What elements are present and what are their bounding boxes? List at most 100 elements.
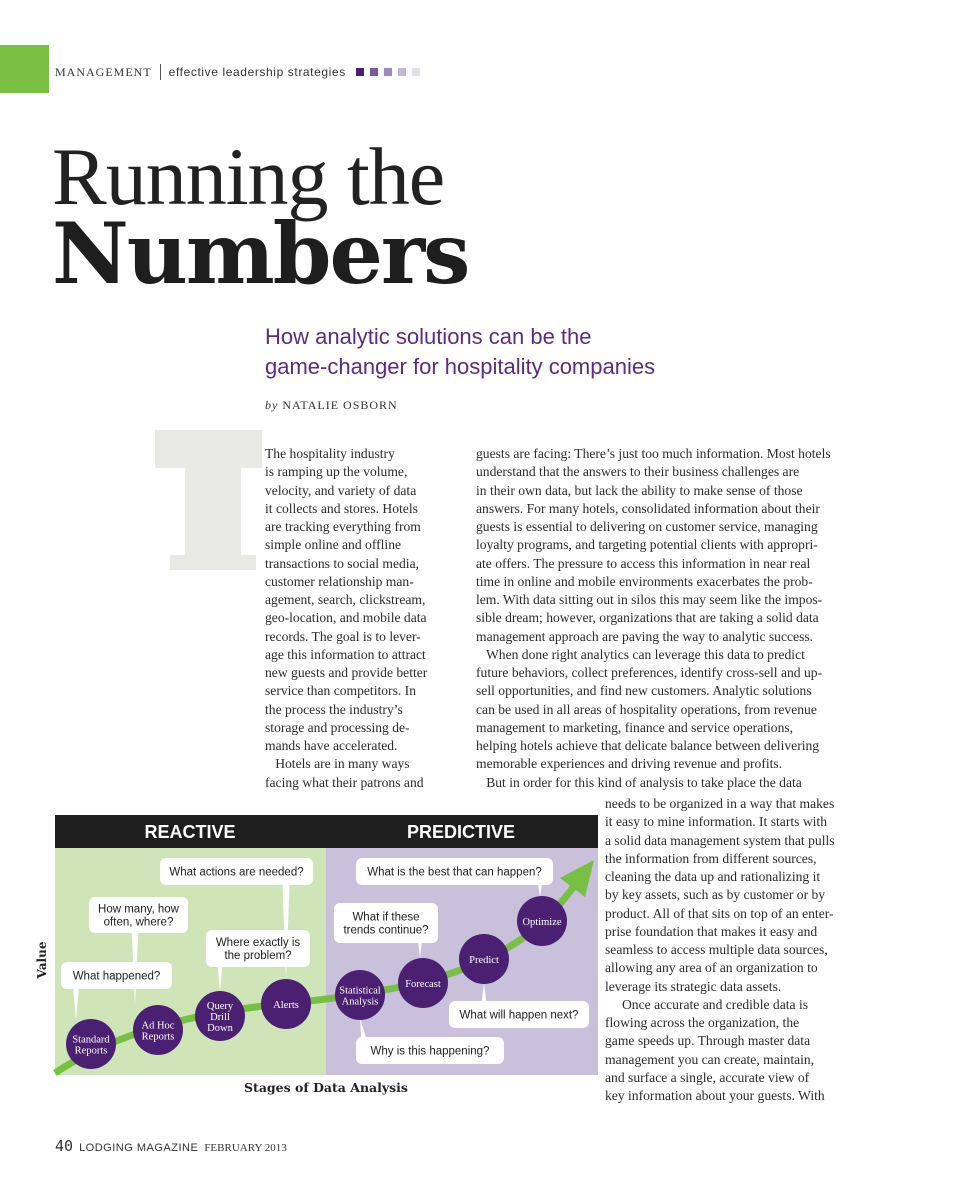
- body-text-line: loyalty programs, and targeting potentia…: [476, 537, 818, 553]
- body-text-line: leverage its strategic data assets.: [605, 978, 782, 994]
- bubble-box: [356, 858, 553, 885]
- question-text: often, where?: [104, 917, 174, 929]
- body-text-line: in their own data, but lack the ability …: [476, 482, 803, 498]
- body-text-line: game speeds up. Through master data: [605, 1033, 811, 1049]
- stage-label: Ad Hoc: [142, 1021, 175, 1032]
- stage-circle: [195, 991, 245, 1041]
- stage-circle: [398, 958, 448, 1008]
- question-text: What happened?: [73, 971, 161, 983]
- section-header: MANAGEMENT effective leadership strategie…: [55, 64, 420, 80]
- page-number: 40: [55, 1137, 74, 1155]
- stage-label: Statistical: [339, 986, 380, 997]
- stage-circle: [133, 1005, 183, 1055]
- bubble-box: [89, 897, 188, 933]
- body-text-line: it easy to mine information. It starts w…: [605, 814, 827, 830]
- body-text-line: guests are facing: There’s just too much…: [476, 446, 831, 461]
- question-bubble: What is the best that can happen?: [356, 858, 553, 885]
- body-text-line: transactions to social media,: [265, 555, 420, 571]
- stage-label: Analysis: [342, 997, 379, 1008]
- decorative-square: [355, 68, 364, 76]
- body-text-line: storage and processing de-: [265, 719, 410, 735]
- question-text: What actions are needed?: [169, 867, 303, 879]
- body-text-line: a solid data management system that pull…: [605, 832, 835, 848]
- divider: [159, 64, 161, 80]
- analysis-stage-node: Forecast: [398, 958, 448, 1008]
- body-text-line: sell opportunities, and find new custome…: [476, 683, 812, 699]
- body-text-line: velocity, and variety of data: [265, 482, 417, 498]
- question-text: Why is this happening?: [371, 1046, 490, 1058]
- body-text-line: flowing across the organization, the: [605, 1015, 800, 1030]
- stage-label: Optimize: [522, 917, 561, 928]
- speech-bubble-tail: [131, 915, 139, 1005]
- byline-prefix: by: [265, 398, 279, 412]
- stage-label: Drill: [210, 1012, 230, 1023]
- body-text-line: by key assets, such as by customer or by: [605, 887, 826, 903]
- decorative-square: [383, 68, 392, 76]
- drop-cap-stem: [185, 430, 241, 570]
- body-text-line: future behaviors, collect preferences, i…: [476, 665, 823, 680]
- stage-label: Standard: [72, 1035, 110, 1046]
- body-text-line: But in order for this kind of analysis t…: [476, 774, 802, 790]
- body-text-line: When done right analytics can leverage t…: [476, 646, 805, 662]
- body-text-line: helping hotels achieve that delicate bal…: [476, 738, 820, 753]
- stage-circle: [66, 1019, 116, 1069]
- title-line-2: Numbers: [52, 204, 470, 303]
- section-color-tab: [0, 45, 49, 93]
- stage-circle: [517, 896, 567, 946]
- magazine-name: LODGING MAGAZINE: [79, 1142, 199, 1154]
- byline: by NATALIE OSBORN: [265, 398, 398, 413]
- stage-circle: [335, 970, 385, 1020]
- body-text-line: Hotels are in many ways: [265, 756, 410, 772]
- stage-label: Alerts: [273, 1000, 299, 1011]
- body-text-line: key information about your guests. With: [605, 1088, 825, 1103]
- question-text: the problem?: [224, 950, 291, 962]
- analysis-stage-node: Alerts: [261, 979, 311, 1029]
- bubble-box: [356, 1037, 504, 1064]
- question-text: What if these: [352, 912, 419, 924]
- subtitle-line: game-changer for hospitality companies: [265, 354, 656, 379]
- body-text-line: it collects and stores. Hotels: [265, 500, 418, 516]
- bubble-box: [160, 858, 313, 885]
- y-axis-label: Value: [35, 941, 49, 979]
- decorative-square: [397, 68, 406, 76]
- body-text-line: management to marketing, finance and ser…: [476, 719, 794, 735]
- bubble-box: [334, 903, 438, 943]
- body-text-line: allowing any area of an organization to: [605, 960, 818, 976]
- body-text-line: understand that the answers to their bus…: [476, 464, 800, 480]
- stage-label: Reports: [75, 1046, 108, 1057]
- stage-label: Down: [207, 1023, 233, 1034]
- body-text-line: needs to be organized in a way that make…: [605, 796, 835, 811]
- analysis-stage-node: Optimize: [517, 896, 567, 946]
- body-text-line: cleaning the data up and rationalizing i…: [605, 869, 821, 884]
- body-text-line: The hospitality industry: [265, 446, 395, 461]
- bubble-box: [61, 962, 172, 989]
- body-text-line: prise foundation that makes it easy and: [605, 923, 818, 939]
- body-text-line: age this information to attract: [265, 646, 426, 662]
- decorative-squares: [350, 65, 420, 79]
- body-text-line: agement, search, clickstream,: [265, 592, 426, 607]
- question-bubble: What actions are needed?: [160, 858, 313, 885]
- body-text-line: lem. With data sitting out in silos this…: [476, 592, 823, 607]
- body-text-line: answers. For many hotels, consolidated i…: [476, 500, 820, 516]
- question-text: What will happen next?: [460, 1010, 579, 1022]
- section-name: MANAGEMENT: [55, 65, 152, 79]
- body-text-line: guests is essential to delivering on cus…: [476, 519, 818, 534]
- body-text-line: product. All of that sits on top of an e…: [605, 905, 834, 921]
- decorative-square: [369, 68, 378, 76]
- question-bubble: Why is this happening?: [356, 1037, 504, 1064]
- question-text: trends continue?: [343, 925, 428, 937]
- stage-label: Forecast: [405, 979, 441, 990]
- body-text-line: sible dream; however, organizations that…: [476, 610, 819, 626]
- stage-circle: [459, 934, 509, 984]
- body-text-line: mands have accelerated.: [265, 738, 398, 753]
- body-text-line: management you can create, maintain,: [605, 1051, 815, 1067]
- x-axis-label: Stages of Data Analysis: [244, 1080, 408, 1095]
- stage-circle: [261, 979, 311, 1029]
- body-text-line: ate offers. The pressure to access this …: [476, 555, 811, 571]
- question-bubble: What happened?: [61, 962, 172, 989]
